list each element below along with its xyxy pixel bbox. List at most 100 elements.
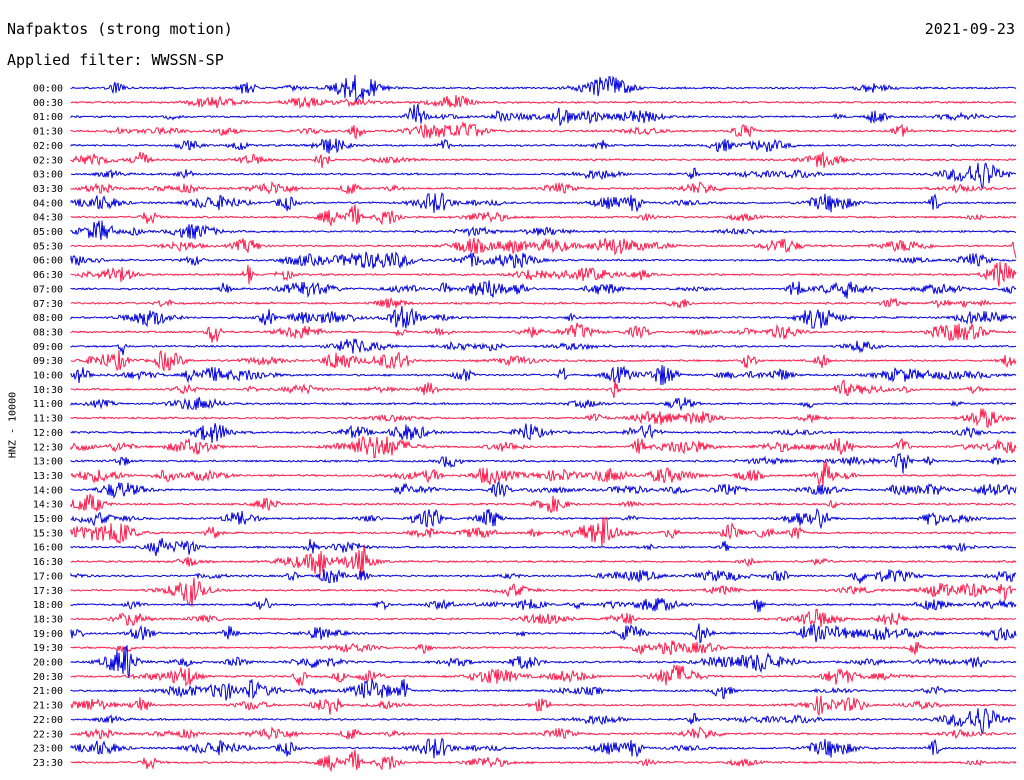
tick-label-1500: 15:00 (33, 514, 63, 525)
trace-1630 (70, 545, 1017, 577)
tick-label-2200: 22:00 (33, 715, 63, 726)
tick-label-0700: 07:00 (33, 284, 63, 295)
tick-label-1730: 17:30 (33, 586, 63, 597)
trace-0200 (70, 138, 1017, 154)
tick-label-1930: 19:30 (33, 643, 63, 654)
trace-0430 (70, 204, 1017, 228)
trace-2130 (70, 695, 1017, 717)
tick-label-1700: 17:00 (33, 571, 63, 582)
trace-0330 (70, 180, 1017, 195)
tick-label-0900: 09:00 (33, 342, 63, 353)
trace-1600 (70, 537, 1017, 557)
trace-1130 (70, 408, 1017, 428)
trace-0100 (70, 103, 1017, 126)
trace-1400 (70, 481, 1017, 499)
trace-1800 (70, 597, 1017, 613)
trace-2000 (70, 644, 1017, 679)
trace-0000 (70, 74, 1017, 102)
trace-0800 (70, 305, 1017, 329)
tick-label-1830: 18:30 (33, 614, 63, 625)
trace-0930 (70, 349, 1017, 372)
trace-0300 (70, 162, 1016, 189)
trace-1000 (70, 364, 1017, 386)
trace-0130 (70, 120, 1017, 140)
tick-label-0430: 04:30 (33, 213, 63, 224)
seismic-traces (70, 74, 1017, 773)
trace-0230 (70, 151, 1017, 169)
trace-0730 (70, 296, 1017, 310)
tick-label-2100: 21:00 (33, 686, 63, 697)
trace-1330 (70, 461, 1017, 487)
trace-2100 (70, 679, 1017, 701)
trace-1230 (70, 435, 1017, 459)
tick-label-2230: 22:30 (33, 729, 63, 740)
tick-label-0930: 09:30 (33, 356, 63, 367)
trace-1430 (70, 493, 1017, 514)
trace-0530 (70, 237, 1017, 259)
trace-1730 (70, 577, 1017, 607)
trace-0630 (70, 261, 1017, 287)
time-tick-labels: 00:00 00:30 01:00 01:30 02:00 02:30 03:00 03:30… (33, 84, 63, 769)
trace-1200 (70, 423, 1017, 444)
tick-label-1330: 13:30 (33, 471, 63, 482)
tick-label-1300: 13:00 (33, 457, 63, 468)
tick-label-2030: 20:30 (33, 672, 63, 683)
tick-label-1200: 12:00 (33, 428, 63, 439)
tick-label-0000: 00:00 (33, 84, 63, 95)
date-label: 2021-09-23 (924, 20, 1015, 38)
tick-label-0300: 03:00 (33, 170, 63, 181)
tick-label-1600: 16:00 (33, 543, 63, 554)
tick-label-1230: 12:30 (33, 442, 63, 453)
tick-label-2330: 23:30 (33, 758, 63, 769)
tick-label-0830: 08:30 (33, 327, 63, 338)
trace-2300 (70, 737, 1017, 759)
trace-2200 (70, 708, 1016, 734)
tick-label-0100: 01:00 (33, 112, 63, 123)
tick-label-1000: 10:00 (33, 371, 63, 382)
tick-label-1900: 19:00 (33, 629, 63, 640)
trace-1030 (70, 379, 1017, 399)
tick-label-1130: 11:30 (33, 414, 63, 425)
station-title: Nafpaktos (strong motion) (7, 20, 233, 38)
trace-1100 (70, 396, 1017, 412)
trace-1830 (70, 608, 1017, 628)
tick-label-2130: 21:30 (33, 701, 63, 712)
tick-label-1030: 10:30 (33, 385, 63, 396)
tick-label-0800: 08:00 (33, 313, 63, 324)
trace-0030 (70, 95, 1017, 110)
tick-label-0630: 06:30 (33, 270, 63, 281)
tick-label-1430: 14:30 (33, 500, 63, 511)
trace-0400 (70, 192, 1017, 213)
tick-label-0730: 07:30 (33, 299, 63, 310)
trace-1300 (70, 452, 1017, 474)
tick-label-0530: 05:30 (33, 241, 63, 252)
tick-label-1800: 18:00 (33, 600, 63, 611)
trace-0500 (70, 220, 1017, 241)
trace-2030 (70, 664, 1017, 687)
trace-1900 (70, 622, 1017, 644)
trace-1530 (70, 516, 1016, 547)
tick-label-1630: 16:30 (33, 557, 63, 568)
filter-label: Applied filter: WWSSN-SP (7, 51, 224, 69)
tick-label-1530: 15:30 (33, 528, 63, 539)
trace-1930 (70, 640, 1017, 656)
trace-1700 (70, 568, 1017, 584)
tick-label-2300: 23:00 (33, 744, 63, 755)
tick-label-0200: 02:00 (33, 141, 63, 152)
tick-label-1100: 11:00 (33, 399, 63, 410)
tick-label-1400: 14:00 (33, 485, 63, 496)
trace-0830 (70, 322, 1017, 343)
tick-label-0230: 02:30 (33, 155, 63, 166)
tick-label-0400: 04:00 (33, 198, 63, 209)
tick-label-0600: 06:00 (33, 256, 63, 267)
tick-label-2000: 20:00 (33, 658, 63, 669)
trace-0600 (70, 251, 1017, 270)
trace-2330 (70, 749, 1017, 773)
trace-2230 (70, 726, 1017, 741)
trace-0900 (70, 338, 1017, 356)
tick-label-0030: 00:30 (33, 98, 63, 109)
tick-label-0500: 05:00 (33, 227, 63, 238)
trace-0700 (70, 280, 1017, 299)
tick-label-0330: 03:30 (33, 184, 63, 195)
